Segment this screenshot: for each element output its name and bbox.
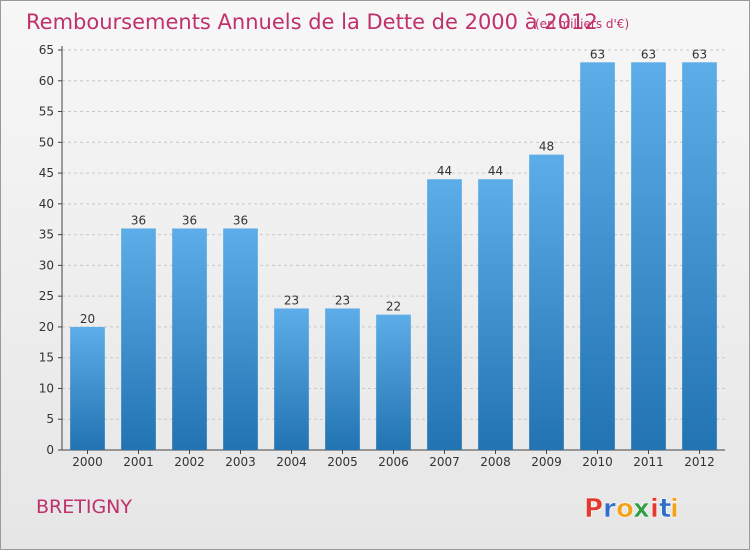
y-tick-label: 65 xyxy=(39,43,54,57)
logo-letter: x xyxy=(633,494,650,524)
y-tick-label: 15 xyxy=(39,351,54,365)
x-tick-label-2010: 2010 xyxy=(582,455,613,469)
y-tick-label: 40 xyxy=(39,197,54,211)
value-label-2012: 63 xyxy=(692,47,707,61)
x-tick-label-2009: 2009 xyxy=(531,455,562,469)
bar-2004 xyxy=(274,308,309,450)
x-tick-label-2005: 2005 xyxy=(327,455,358,469)
logo-letter: o xyxy=(616,494,634,524)
y-tick-label: 35 xyxy=(39,228,54,242)
x-tick-label-2002: 2002 xyxy=(174,455,205,469)
value-label-2000: 20 xyxy=(80,312,95,326)
bar-2007 xyxy=(427,179,462,450)
x-axis: 2000 2001 2002 2003 2004 2005 2006 2007 2008 2009… xyxy=(72,450,715,469)
logo-letter: i xyxy=(650,494,659,524)
value-label-2001: 36 xyxy=(131,213,146,227)
value-label-2003: 36 xyxy=(233,213,248,227)
value-label-2002: 36 xyxy=(182,213,197,227)
bar-2006 xyxy=(376,314,411,450)
bar-2001 xyxy=(121,228,156,450)
bars: 20 36 36 36 23 23 22 44 44 48 63 63 63 xyxy=(70,47,717,451)
y-tick-label: 25 xyxy=(39,289,54,303)
bar-2012 xyxy=(682,62,717,451)
logo-letter: t xyxy=(659,494,671,524)
city-name: BRETIGNY xyxy=(36,496,132,518)
bar-2010 xyxy=(580,62,615,451)
value-label-2009: 48 xyxy=(539,140,554,154)
x-tick-label-2001: 2001 xyxy=(123,455,154,469)
y-tick-label: 5 xyxy=(46,412,54,426)
x-tick-label-2004: 2004 xyxy=(276,455,307,469)
bar-2000 xyxy=(70,326,105,450)
bar-2002 xyxy=(172,228,207,450)
y-tick-label: 0 xyxy=(46,443,54,457)
y-tick-label: 10 xyxy=(39,381,54,395)
bar-2009 xyxy=(529,154,564,450)
x-tick-label-2000: 2000 xyxy=(72,455,103,469)
y-tick-label: 50 xyxy=(39,135,54,149)
x-tick-label-2012: 2012 xyxy=(684,455,715,469)
y-tick-label: 30 xyxy=(39,258,54,272)
value-label-2006: 22 xyxy=(386,300,401,314)
logo-letter: r xyxy=(603,494,616,524)
chart-unit: (en milliers d'€) xyxy=(535,17,629,31)
value-label-2005: 23 xyxy=(335,293,350,307)
value-label-2008: 44 xyxy=(488,164,503,178)
chart-title: Remboursements Annuels de la Dette de 20… xyxy=(26,10,598,34)
value-label-2004: 23 xyxy=(284,293,299,307)
x-tick-label-2006: 2006 xyxy=(378,455,409,469)
x-tick-label-2007: 2007 xyxy=(429,455,460,469)
logo-letter: P xyxy=(584,494,603,524)
bar-2011 xyxy=(631,62,666,451)
y-tick-label: 60 xyxy=(39,74,54,88)
logo-letter: i xyxy=(670,494,679,524)
x-tick-label-2008: 2008 xyxy=(480,455,511,469)
y-tick-label: 55 xyxy=(39,105,54,119)
value-label-2011: 63 xyxy=(641,47,656,61)
x-tick-label-2011: 2011 xyxy=(633,455,664,469)
x-tick-label-2003: 2003 xyxy=(225,455,256,469)
value-label-2007: 44 xyxy=(437,164,452,178)
bar-2003 xyxy=(223,228,258,450)
bar-2008 xyxy=(478,179,513,450)
bar-2005 xyxy=(325,308,360,450)
value-label-2010: 63 xyxy=(590,47,605,61)
y-tick-label: 20 xyxy=(39,320,54,334)
y-tick-label: 45 xyxy=(39,166,54,180)
